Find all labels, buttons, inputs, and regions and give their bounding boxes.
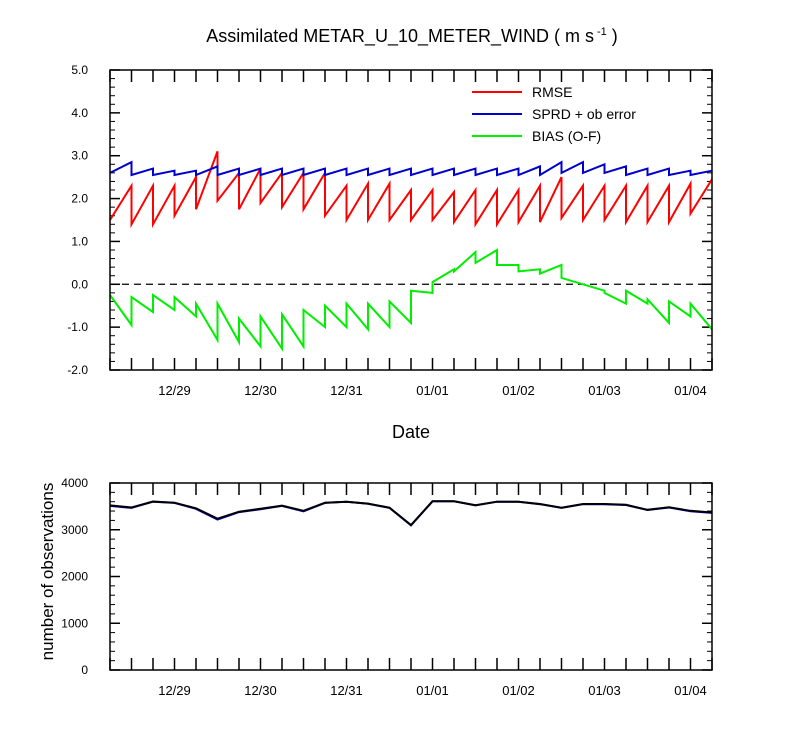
p1-xtick-label: 01/03 (588, 683, 621, 698)
title-end: ) (607, 26, 618, 46)
p0-ytick-label: 0.0 (71, 277, 88, 291)
title-main: Assimilated METAR_U_10_METER_WIND ( m s (206, 26, 594, 47)
p0-xtick-label: 12/30 (244, 383, 277, 398)
p0-frame (109, 69, 713, 371)
p0-xtick-label: 01/04 (674, 383, 707, 398)
p0-xtick-label: 12/31 (330, 383, 363, 398)
p1-xtick-label: 12/30 (244, 683, 277, 698)
p1-ytick-label: 4000 (61, 476, 88, 490)
title-superscript: -1 (597, 26, 607, 38)
p0-ytick-label: -2.0 (67, 363, 88, 377)
p0-ytick-label: 1.0 (71, 234, 88, 248)
p1-ylabel: number of observations (38, 483, 57, 661)
p0-ytick-label: -1.0 (67, 320, 88, 334)
p0-ytick-label: 2.0 (71, 192, 88, 206)
p1-series-line-1 (109, 500, 713, 527)
p1-xtick-label: 01/04 (674, 683, 707, 698)
p1-ytick-label: 2000 (61, 570, 88, 584)
p1-ytick-label: 0 (81, 663, 88, 677)
p0-legend-label: RMSE (532, 84, 572, 100)
p1-ytick-label: 1000 (61, 616, 88, 630)
p0-legend-label: SPRD + ob error (532, 106, 636, 122)
p1-xtick-label: 12/29 (158, 683, 191, 698)
p0-legend-label: BIAS (O-F) (532, 128, 601, 144)
p0-series-line-1 (109, 160, 713, 177)
p0-xtick-label: 12/29 (158, 383, 191, 398)
p0-ytick-label: 3.0 (71, 149, 88, 163)
top-plot: 12/29 12/30 12/31 01/01 01/02 01/03 01/04 -2.0 -… (67, 63, 713, 442)
p0-xtick-label: 01/02 (502, 383, 535, 398)
p0-xtick-label: 01/03 (588, 383, 621, 398)
bottom-plot: 12/29 12/30 12/31 01/01 01/02 01/03 01/04 0 1000… (38, 476, 713, 698)
p1-ytick-label: 3000 (61, 523, 88, 537)
top-chart-title: Assimilated METAR_U_10_METER_WIND ( m s-… (206, 26, 618, 47)
p0-ytick-label: 4.0 (71, 106, 88, 120)
p1-frame (109, 482, 713, 671)
p1-xtick-label: 01/01 (416, 683, 449, 698)
p0-series-line-2 (109, 248, 713, 352)
p1-xtick-label: 01/02 (502, 683, 535, 698)
p0-series-line-0 (109, 151, 713, 229)
p1-xtick-label: 12/31 (330, 683, 363, 698)
p0-xlabel: Date (392, 422, 430, 442)
p0-xtick-label: 01/01 (416, 383, 449, 398)
p0-ytick-label: 5.0 (71, 63, 88, 77)
